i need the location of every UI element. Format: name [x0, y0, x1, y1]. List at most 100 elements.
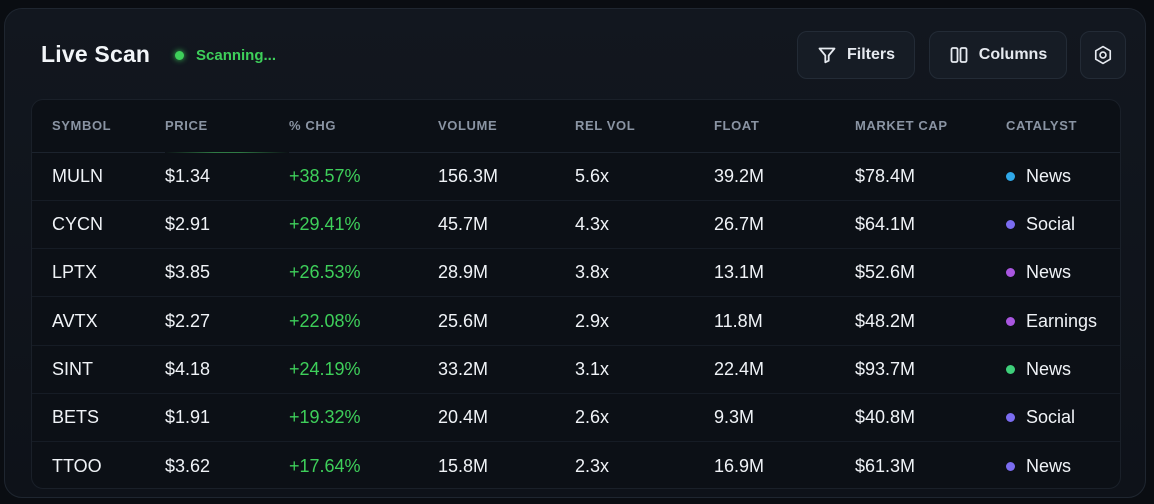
cell-rel-vol: 3.1x — [575, 345, 714, 394]
cell-chg: +22.08% — [289, 296, 438, 346]
catalyst-label: News — [1026, 455, 1072, 476]
cell-float: 16.9M — [714, 455, 765, 476]
panel-header: Live Scan Scanning... Filters Columns — [5, 9, 1145, 101]
col-header-chg[interactable]: % CHG — [289, 100, 438, 153]
catalyst-dot-icon — [1006, 171, 1015, 181]
cell-float: 39.2M — [714, 152, 855, 201]
cell-volume: 33.2M — [438, 345, 575, 394]
cell-rel-vol: 4.3x — [575, 200, 714, 250]
live-scan-panel: Live Scan Scanning... Filters Columns — [4, 8, 1146, 498]
cell-market-cap: $52.6M — [855, 248, 1006, 298]
cell-symbol: SINT — [32, 345, 165, 394]
columns-icon — [949, 45, 969, 65]
cell-symbol: MULN — [32, 152, 165, 201]
cell-price: $3.85 — [165, 248, 289, 298]
table-row[interactable]: LPTX $3.85 +26.53% 28.9M 3.8x 13.1M $52.… — [32, 248, 1120, 298]
col-header-rel-vol[interactable]: REL VOL — [575, 100, 714, 153]
cell-price: $2.91 — [165, 200, 289, 250]
table-row[interactable]: TTOO $3.62 +17.64% 15.8M 2.3x 16.9M $61.… — [32, 442, 1120, 488]
cell-rel-vol: 2.6x — [575, 393, 714, 443]
cell-volume: 25.6M — [438, 296, 575, 346]
catalyst-dot-icon — [1006, 219, 1015, 229]
cell-rel-vol: 5.6x — [575, 152, 714, 201]
cell-float: 26.7M — [714, 200, 855, 250]
cell-market-cap: $48.2M — [855, 296, 1006, 346]
cell-chg: +19.32% — [289, 393, 438, 443]
cell-price: $2.27 — [165, 296, 289, 346]
cell-price: $3.62 — [165, 455, 211, 476]
columns-label: Columns — [978, 46, 1048, 63]
catalyst-dot-icon — [1006, 316, 1015, 326]
cell-price: $4.18 — [165, 345, 289, 394]
cell-catalyst: News — [1006, 248, 1120, 298]
col-header-catalyst[interactable]: CATALYST — [1006, 100, 1120, 153]
col-header-volume[interactable]: VOLUME — [438, 100, 575, 153]
cell-rel-vol: 3.8x — [575, 248, 714, 298]
cell-market-cap: $61.3M — [855, 455, 916, 476]
status-text: Scanning... — [196, 47, 277, 64]
cell-chg: +24.19% — [289, 345, 438, 394]
catalyst-label: News — [1026, 165, 1072, 186]
cell-price: $1.91 — [165, 393, 289, 443]
catalyst-label: News — [1026, 358, 1072, 379]
cell-market-cap: $64.1M — [855, 200, 1006, 250]
cell-market-cap: $93.7M — [855, 345, 1006, 394]
table-row[interactable]: CYCN $2.91 +29.41% 45.7M 4.3x 26.7M $64.… — [32, 200, 1120, 250]
cell-catalyst: Social — [1006, 393, 1120, 443]
col-header-price[interactable]: PRICE — [165, 100, 289, 153]
status-dot-icon — [175, 51, 184, 60]
col-header-market-cap[interactable]: MARKET CAP — [855, 100, 1006, 153]
col-header-float[interactable]: FLOAT — [714, 100, 855, 153]
scan-status: Scanning... — [175, 47, 276, 64]
cell-symbol: TTOO — [52, 455, 102, 476]
cell-symbol: AVTX — [32, 296, 165, 346]
catalyst-dot-icon — [1006, 268, 1015, 278]
cell-symbol: BETS — [32, 393, 165, 443]
cell-chg: +26.53% — [289, 248, 438, 298]
cell-symbol: CYCN — [32, 200, 165, 250]
table-row[interactable]: MULN $1.34 +38.57% 156.3M 5.6x 39.2M $78… — [32, 152, 1120, 201]
cell-volume: 20.4M — [438, 393, 575, 443]
catalyst-label: Earnings — [1026, 310, 1098, 331]
cell-float: 22.4M — [714, 345, 855, 394]
funnel-icon — [817, 45, 837, 65]
catalyst-dot-icon — [1006, 461, 1015, 471]
catalyst-dot-icon — [1006, 413, 1015, 423]
cell-chg: +38.57% — [289, 152, 438, 201]
filters-label: Filters — [846, 46, 895, 63]
cell-chg: +29.41% — [289, 200, 438, 250]
page-title: Live Scan — [41, 41, 151, 67]
filters-button[interactable]: Filters — [797, 31, 915, 79]
catalyst-label: Social — [1026, 213, 1076, 234]
cell-catalyst: Social — [1006, 200, 1120, 250]
cell-volume: 15.8M — [438, 455, 489, 476]
cell-volume: 28.9M — [438, 248, 575, 298]
cell-market-cap: $78.4M — [855, 152, 1006, 201]
cell-float: 13.1M — [714, 248, 855, 298]
table-row[interactable]: SINT $4.18 +24.19% 33.2M 3.1x 22.4M $93.… — [32, 345, 1120, 394]
cell-catalyst: Earnings — [1006, 296, 1120, 346]
cell-catalyst: News — [1006, 152, 1120, 201]
gear-icon — [1092, 44, 1114, 66]
table-row[interactable]: AVTX $2.27 +22.08% 25.6M 2.9x 11.8M $48.… — [32, 296, 1120, 346]
catalyst-label: Social — [1026, 407, 1076, 428]
catalyst-label: News — [1026, 262, 1072, 283]
scan-table-container: SYMBOL PRICE % CHG VOLUME REL VOL FLOAT … — [31, 99, 1121, 489]
cell-volume: 156.3M — [438, 152, 575, 201]
cell-symbol: LPTX — [32, 248, 165, 298]
columns-button[interactable]: Columns — [929, 31, 1067, 79]
table-header-row: SYMBOL PRICE % CHG VOLUME REL VOL FLOAT … — [32, 100, 1120, 153]
cell-float: 9.3M — [714, 393, 855, 443]
table-row[interactable]: BETS $1.91 +19.32% 20.4M 2.6x 9.3M $40.8… — [32, 393, 1120, 443]
settings-button[interactable] — [1080, 31, 1126, 79]
catalyst-dot-icon — [1006, 364, 1015, 374]
cell-market-cap: $40.8M — [855, 393, 1006, 443]
cell-rel-vol: 2.9x — [575, 296, 714, 346]
scan-table: SYMBOL PRICE % CHG VOLUME REL VOL FLOAT … — [32, 100, 1120, 488]
cell-float: 11.8M — [714, 296, 855, 346]
cell-rel-vol: 2.3x — [575, 455, 610, 476]
cell-catalyst: News — [1006, 442, 1120, 488]
col-header-symbol[interactable]: SYMBOL — [32, 100, 165, 153]
cell-volume: 45.7M — [438, 200, 575, 250]
cell-price: $1.34 — [165, 152, 289, 201]
